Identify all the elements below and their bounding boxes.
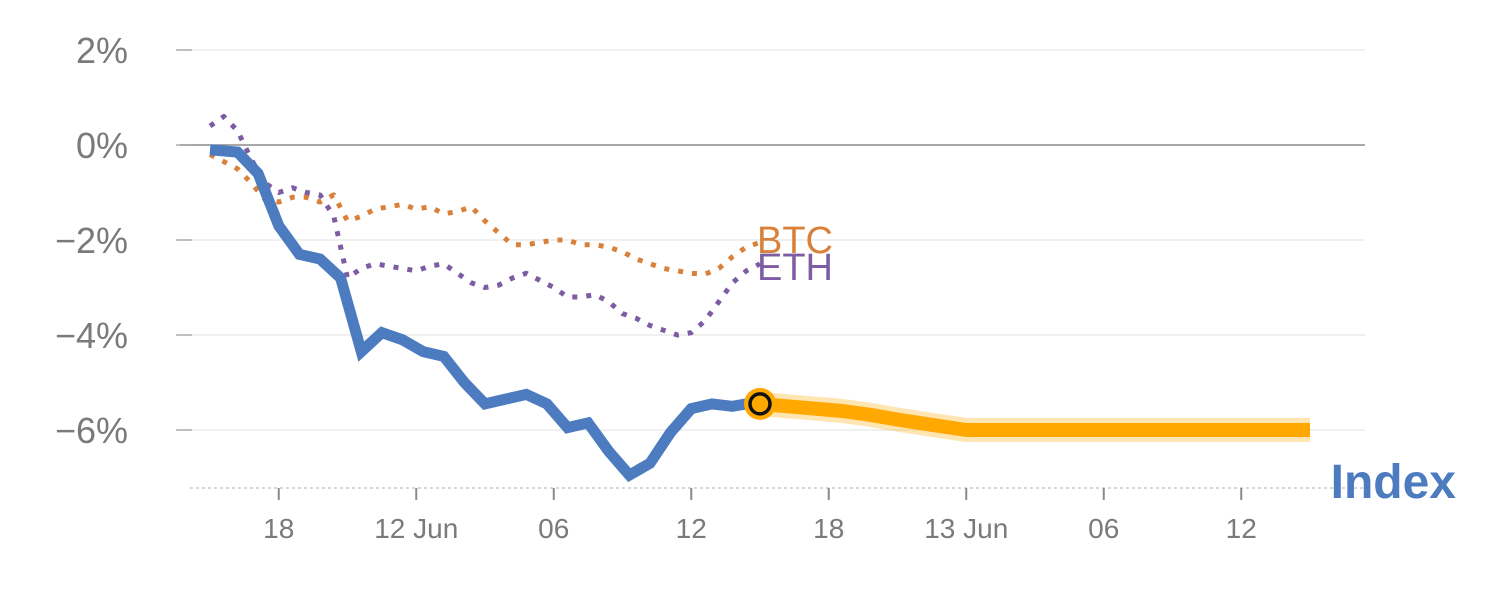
series-label-eth: ETH (757, 247, 833, 289)
x-tick-label: 18 (263, 513, 294, 544)
x-tick-label: 06 (1088, 513, 1119, 544)
x-tick-label: 13 Jun (924, 513, 1008, 544)
x-tick-label: 12 (1226, 513, 1257, 544)
series-line-eth (208, 114, 762, 338)
x-tick-label: 12 (676, 513, 707, 544)
projection-line (759, 396, 1310, 437)
y-tick-label: −2% (55, 220, 128, 261)
current-point-marker (748, 392, 772, 416)
y-tick-label: 2% (76, 30, 128, 71)
x-tick-label: 12 Jun (374, 513, 458, 544)
y-tick-label: −4% (55, 315, 128, 356)
series-label-btc: BTC (757, 220, 833, 262)
axes: 2% 0% −2% −4% −6% 18 12 Jun 06 12 18 13 Jun 06 12 (55, 30, 1365, 544)
x-tick-label: 06 (538, 513, 569, 544)
x-tick-label: 18 (813, 513, 844, 544)
y-tick-label: 0% (76, 125, 128, 166)
y-tick-label: −6% (55, 410, 128, 451)
series-line-btc (208, 152, 761, 277)
series-lines (208, 114, 1310, 483)
series-line-index (209, 144, 760, 483)
series-label-index: Index (1331, 456, 1457, 509)
